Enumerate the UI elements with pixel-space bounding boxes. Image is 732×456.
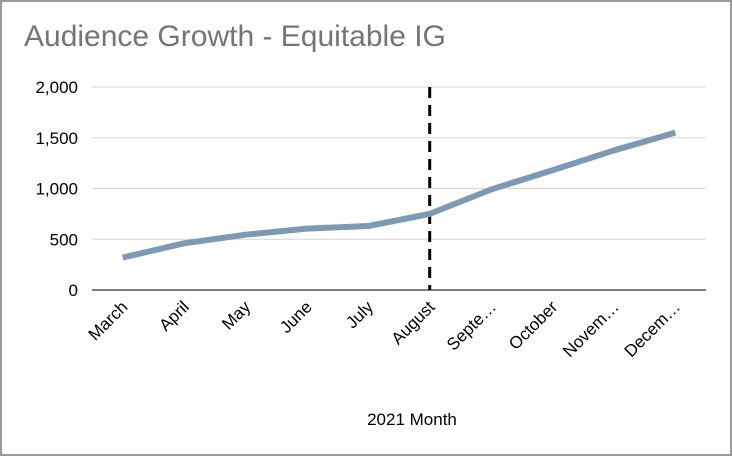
x-tick-label: May [218, 297, 254, 333]
y-axis-ticks: 0 500 1,000 1,500 2,000 [35, 78, 78, 300]
x-tick-label: Novem… [559, 297, 623, 361]
y-tick-label: 500 [50, 230, 78, 249]
x-tick-label: October [505, 297, 561, 353]
gridlines [92, 86, 706, 240]
x-tick-label: April [155, 297, 192, 334]
chart-title: Audience Growth - Equitable IG [24, 20, 446, 53]
y-tick-label: 2,000 [35, 78, 78, 97]
y-tick-label: 0 [69, 281, 78, 300]
x-tick-label: Septe… [443, 297, 500, 354]
y-tick-label: 1,000 [35, 180, 78, 199]
x-axis-ticks: March April May June July August Septe… October… [85, 297, 684, 361]
x-tick-label: March [85, 297, 132, 344]
series-layer [122, 129, 677, 261]
series-line [122, 129, 677, 261]
x-tick-label: Decem… [621, 297, 685, 361]
x-axis-label: 2021 Month [367, 410, 457, 429]
x-tick-label: July [342, 297, 377, 332]
y-tick-label: 1,500 [35, 129, 78, 148]
x-tick-label: June [276, 297, 316, 337]
x-tick-label: August [388, 297, 439, 348]
